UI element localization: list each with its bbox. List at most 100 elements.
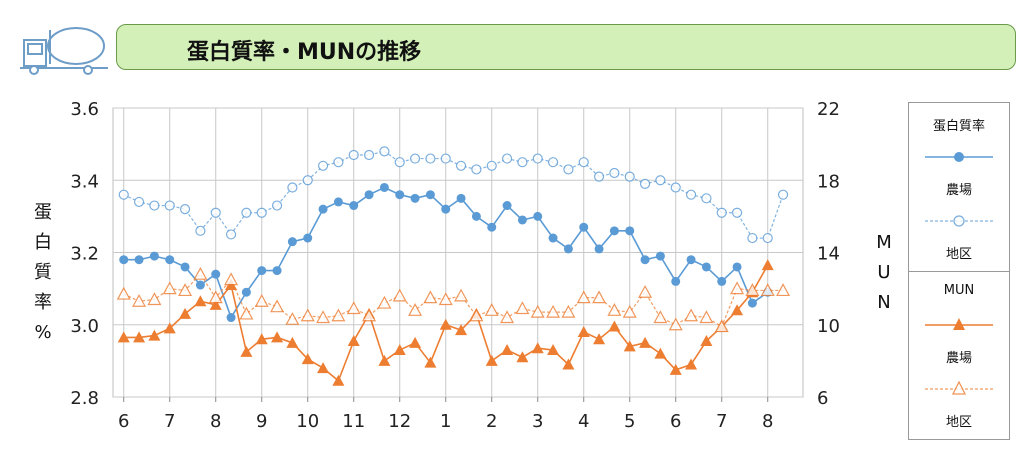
protein-farm-point (425, 190, 435, 200)
protein-farm-point (686, 255, 696, 265)
protein-area-point (394, 157, 405, 168)
mun-area-point (561, 304, 576, 318)
protein-area-point (501, 153, 513, 164)
mun-area-point (147, 292, 162, 306)
mun-area-point (423, 290, 438, 304)
legend-mun-area-sample (925, 380, 993, 395)
protein-farm-point (717, 276, 727, 286)
mun-area-point (300, 308, 315, 322)
mun-area-point (622, 304, 637, 318)
mun-farm-point (485, 354, 498, 366)
y-axis-right-title: M U N (871, 228, 897, 318)
mun-farm-point (731, 304, 744, 316)
protein-area-series-line (123, 150, 784, 239)
protein-area-point (133, 196, 145, 208)
mun-farm-point (148, 329, 161, 341)
protein-area-point (547, 157, 559, 168)
mun-farm-point (317, 362, 330, 374)
milk-tanker-icon (20, 27, 108, 75)
x-tick-label: 1 (440, 411, 451, 432)
protein-farm-point (318, 204, 328, 214)
protein-area-point (348, 149, 359, 161)
protein-farm-point (655, 251, 665, 261)
mun-area-point (776, 283, 791, 297)
protein-area-point (777, 189, 789, 200)
protein-farm-point (517, 215, 527, 225)
protein-farm-point (533, 211, 543, 221)
protein-farm-point (609, 226, 619, 236)
x-tick-label: 2 (486, 411, 497, 432)
x-tick-label: 8 (210, 411, 221, 432)
protein-farm-point (732, 262, 742, 272)
mun-area-point (239, 306, 254, 320)
x-tick-label: 8 (762, 411, 773, 432)
mun-farm-point (761, 259, 774, 271)
legend-mun-title: MUN (943, 283, 975, 298)
mun-area-point (392, 288, 407, 302)
protein-area-point (440, 153, 451, 164)
protein-farm-point (625, 226, 635, 236)
mun-farm-point (209, 298, 222, 310)
protein-farm-point (379, 182, 389, 192)
mun-farm-point (240, 345, 253, 357)
legend-mun-farm-sample (925, 318, 993, 330)
protein-farm-point (333, 197, 343, 207)
y-left-tick-label: 3.2 (70, 244, 99, 265)
protein-area-point (609, 167, 620, 179)
protein-area-point (486, 160, 497, 171)
mun-area-point (760, 283, 775, 297)
mun-farm-point (255, 333, 268, 345)
protein-area-point (685, 189, 697, 200)
mun-area-point (224, 272, 239, 286)
x-tick-label: 7 (716, 411, 727, 432)
mun-farm-point (501, 344, 514, 356)
mun-area-point (331, 308, 346, 322)
protein-area-point (455, 160, 467, 171)
mun-area-point (254, 294, 269, 307)
mun-farm-point (562, 358, 575, 370)
mun-area-point (714, 319, 729, 333)
mun-farm-point (393, 344, 406, 356)
mun-area-point (362, 308, 377, 322)
mun-farm-point (700, 335, 713, 347)
mun-farm-point (547, 344, 560, 356)
mun-area-point (116, 286, 131, 300)
protein-area-point (287, 182, 298, 193)
x-tick-label: 5 (624, 411, 635, 432)
mun-area-point (316, 310, 331, 324)
mun-area-point (546, 304, 561, 318)
protein-farm-point (119, 255, 129, 265)
mun-farm-point (623, 340, 636, 352)
mun-area-point (684, 308, 699, 322)
mun-farm-point (163, 322, 176, 334)
protein-farm-point (671, 276, 681, 286)
y-right-tick-label: 18 (817, 171, 840, 192)
mun-area-point (178, 283, 193, 297)
protein-farm-point (165, 255, 175, 265)
mun-farm-point (301, 353, 314, 365)
y-axis-right-title-char: U (877, 262, 891, 283)
legend-protein-area-label: 地区 (945, 247, 972, 262)
mun-farm-point (378, 354, 391, 366)
protein-area-point (517, 157, 528, 168)
y-left-tick-label: 3.6 (70, 99, 99, 120)
x-tick-label: 7 (164, 411, 175, 432)
protein-area-point (731, 207, 743, 218)
mun-farm-point (455, 324, 468, 336)
protein-farm-point (180, 262, 190, 272)
y-left-tick-label: 2.8 (70, 388, 99, 409)
protein-area-point (118, 189, 129, 200)
protein-area-point (670, 182, 681, 193)
protein-area-point (302, 175, 313, 186)
protein-farm-point (226, 313, 236, 323)
protein-area-point (379, 146, 390, 157)
mun-farm-point (179, 307, 192, 319)
protein-farm-point (487, 222, 497, 232)
y-left-tick-label: 3.4 (70, 171, 99, 192)
mun-area-point (484, 303, 499, 316)
legend-protein-title: 蛋白質率 (932, 119, 985, 134)
mun-area-point (193, 266, 208, 280)
legend-protein-farm-label: 農場 (945, 183, 972, 198)
mun-farm-point (332, 374, 345, 386)
